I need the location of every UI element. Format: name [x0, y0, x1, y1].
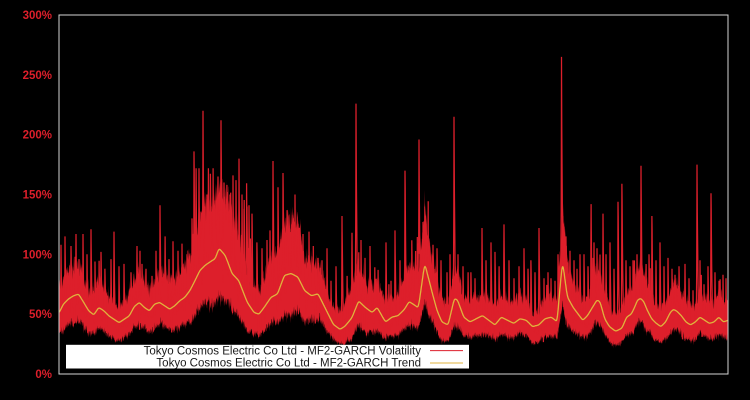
svg-text:250%: 250%	[23, 70, 52, 82]
svg-text:Tokyo Cosmos Electric Co Ltd -: Tokyo Cosmos Electric Co Ltd - MF2-GARCH…	[156, 357, 421, 369]
svg-text:300%: 300%	[23, 10, 52, 22]
svg-text:50%: 50%	[29, 309, 52, 321]
svg-text:0%: 0%	[35, 369, 52, 381]
svg-text:200%: 200%	[23, 130, 52, 142]
svg-text:150%: 150%	[23, 190, 52, 202]
svg-text:100%: 100%	[23, 249, 52, 261]
svg-text:Tokyo Cosmos Electric Co Ltd -: Tokyo Cosmos Electric Co Ltd - MF2-GARCH…	[144, 345, 422, 357]
